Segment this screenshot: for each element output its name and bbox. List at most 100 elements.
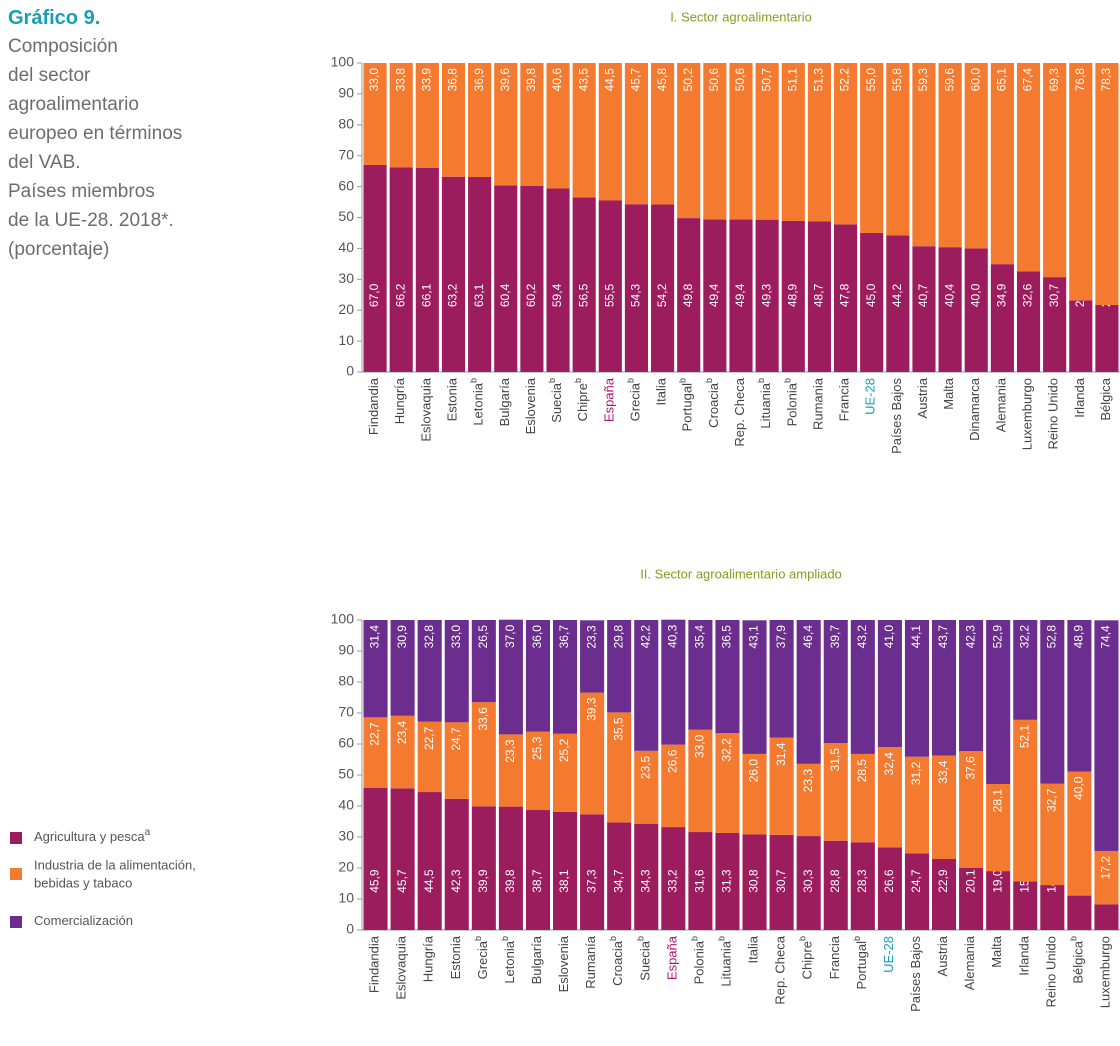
bar-segment bbox=[823, 743, 848, 841]
value-label: 23,4 bbox=[395, 720, 409, 744]
value-label: 37,9 bbox=[774, 625, 788, 649]
x-tick-label: Letoniab bbox=[469, 378, 486, 426]
category-name: Rumania bbox=[811, 377, 826, 430]
bar-segment bbox=[715, 620, 740, 734]
value-label: 30,7 bbox=[774, 869, 788, 893]
y-tick-label: 10 bbox=[338, 890, 354, 906]
legend-swatch bbox=[10, 832, 22, 844]
bar-segment bbox=[964, 63, 988, 249]
x-tick-label: Rumania bbox=[811, 377, 826, 430]
x-tick-label: Rep. Checa bbox=[732, 377, 747, 446]
value-label: 69,3 bbox=[1047, 68, 1061, 92]
category-note: b bbox=[678, 378, 688, 383]
bar-segment bbox=[850, 753, 875, 843]
y-tick-label: 30 bbox=[338, 828, 354, 844]
y-tick-label: 60 bbox=[338, 177, 354, 193]
value-label: 35,4 bbox=[693, 625, 707, 649]
value-label: 32,4 bbox=[882, 752, 896, 776]
bar-segment bbox=[796, 620, 821, 764]
heading-line: del VAB. bbox=[8, 152, 81, 173]
bar-segment bbox=[986, 871, 1011, 930]
x-tick-label: Lituaniab bbox=[717, 936, 734, 987]
category-note: b bbox=[852, 936, 862, 941]
y-tick-label: 70 bbox=[338, 704, 354, 720]
chart-title: I. Sector agroalimentario bbox=[670, 9, 812, 24]
value-label: 76,8 bbox=[1073, 68, 1087, 92]
legend-swatch bbox=[10, 868, 22, 880]
bar-segment bbox=[677, 63, 701, 219]
y-tick-label: 20 bbox=[338, 301, 354, 317]
bar-segment bbox=[607, 620, 632, 713]
value-label: 34,7 bbox=[611, 869, 625, 893]
category-name: Rep. Checa bbox=[732, 377, 747, 446]
bar-segment bbox=[546, 63, 570, 189]
value-label: 29,8 bbox=[611, 625, 625, 649]
bar-segment bbox=[1016, 63, 1041, 272]
value-label: 33,8 bbox=[393, 68, 407, 92]
bar-segment bbox=[390, 620, 415, 716]
x-tick-label: Poloniab bbox=[783, 378, 800, 426]
bar-segment bbox=[986, 783, 1011, 872]
x-tick-label: UE-28 bbox=[863, 378, 878, 415]
category-note: b bbox=[500, 936, 510, 941]
value-label: 50,7 bbox=[759, 68, 773, 92]
value-label: 44,1 bbox=[909, 625, 923, 649]
value-label: 40,3 bbox=[665, 624, 679, 648]
category-note: b bbox=[609, 936, 619, 941]
value-label: 44,5 bbox=[422, 869, 436, 893]
bar-segment bbox=[833, 63, 858, 225]
x-tick-label: Eslovenia bbox=[523, 377, 538, 434]
value-label: 60,0 bbox=[968, 68, 982, 92]
bar-segment bbox=[1095, 63, 1119, 305]
bar-segment bbox=[634, 620, 659, 751]
bar-segment bbox=[494, 63, 518, 186]
value-label: 23,3 bbox=[584, 625, 598, 649]
x-tick-label: Malta bbox=[990, 935, 1005, 968]
bar-segment bbox=[1040, 783, 1065, 886]
bar-segment bbox=[703, 219, 727, 372]
bar-segment bbox=[363, 164, 387, 372]
x-tick-label: Eslovaquia bbox=[394, 935, 409, 999]
x-tick-label: Bélgicab bbox=[1069, 936, 1086, 984]
bar-segment bbox=[444, 798, 469, 930]
category-name: Francia bbox=[837, 377, 852, 421]
bar-segment bbox=[990, 264, 1014, 372]
category-name: Dinamarca bbox=[968, 377, 983, 441]
bar-segment bbox=[494, 185, 518, 372]
bar-segment bbox=[677, 218, 701, 372]
figure-label: Gráfico 9. bbox=[8, 7, 100, 29]
category-note: b bbox=[636, 936, 646, 941]
value-label: 52,1 bbox=[1017, 724, 1031, 748]
bar-segment bbox=[498, 734, 523, 807]
value-label: 55,0 bbox=[864, 68, 878, 92]
bar-segment bbox=[877, 747, 902, 848]
x-tick-label: Luxemburgo bbox=[1020, 378, 1035, 450]
category-name: Bélgica bbox=[1098, 377, 1113, 420]
category-name: Eslovaquia bbox=[394, 935, 409, 999]
category-note: b bbox=[798, 936, 808, 941]
value-label: 22,9 bbox=[936, 869, 950, 893]
bar-segment bbox=[912, 246, 936, 372]
bar-segment bbox=[624, 204, 649, 372]
value-label: 31,5 bbox=[828, 748, 842, 772]
bar-segment bbox=[363, 787, 388, 930]
category-name: Bélgica bbox=[1071, 940, 1086, 983]
value-label: 45,9 bbox=[368, 869, 382, 893]
value-label: 40,0 bbox=[968, 283, 982, 307]
bar-segment bbox=[389, 63, 413, 168]
x-tick-label: Reino Unido bbox=[1044, 936, 1059, 1008]
y-tick-label: 80 bbox=[338, 673, 354, 689]
value-label: 33,6 bbox=[476, 707, 490, 731]
value-label: 39,6 bbox=[498, 68, 512, 92]
x-tick-label: Austria bbox=[935, 935, 950, 976]
x-tick-label: Portugalb bbox=[852, 936, 869, 989]
value-label: 28,1 bbox=[990, 789, 1004, 813]
category-name: Findandia bbox=[367, 377, 382, 435]
category-name: Alemania bbox=[994, 377, 1009, 432]
value-label: 59,3 bbox=[916, 68, 930, 92]
category-name: Bulgaría bbox=[529, 935, 544, 984]
category-name: Rumanía bbox=[584, 935, 599, 989]
value-label: 26,0 bbox=[747, 759, 761, 783]
bar-segment bbox=[553, 733, 578, 812]
heading-line: agroalimentario bbox=[8, 94, 139, 115]
